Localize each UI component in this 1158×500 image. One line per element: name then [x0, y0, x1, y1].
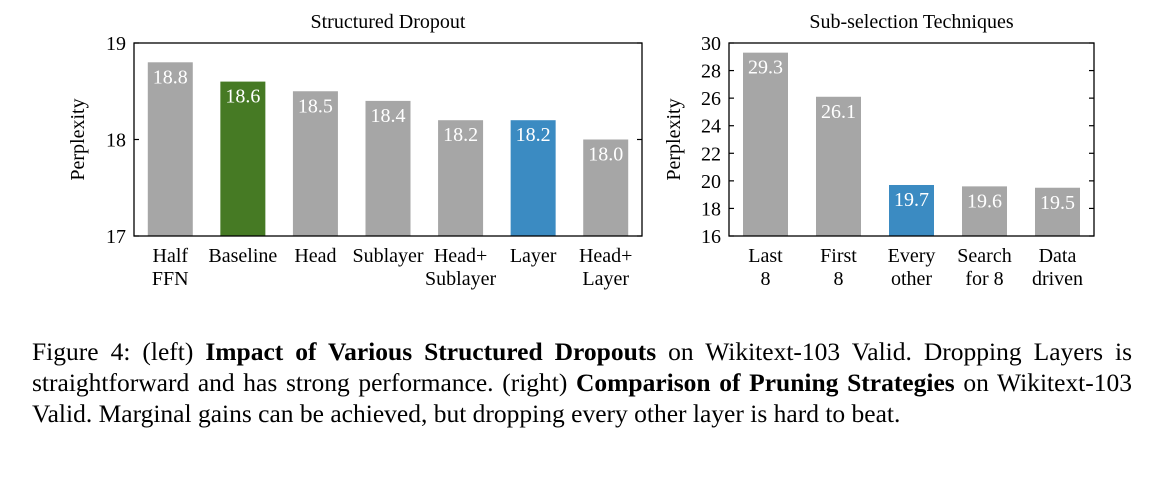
y-tick-label: 22 — [701, 143, 721, 165]
bar — [743, 52, 788, 237]
bar — [220, 81, 266, 236]
bar — [816, 96, 861, 236]
caption-label: Figure 4: (left) — [32, 337, 206, 366]
y-tick-label: 24 — [701, 116, 721, 138]
bar — [292, 91, 338, 236]
caption-bold-right: Comparison of Pruning Strategies — [576, 368, 955, 397]
x-tick-label: Baseline — [208, 245, 277, 267]
x-tick-label: 8 — [761, 268, 771, 290]
y-tick-label: 20 — [701, 171, 721, 193]
x-tick-label: Layer — [510, 245, 557, 267]
y-tick-label: 28 — [701, 61, 721, 83]
caption-text-right: on Wikitext-103 Valid. Marginal gains ca… — [32, 368, 1133, 428]
bar-value-label: 18.2 — [516, 124, 551, 146]
caption-bold-left: Impact of Various Structured Dropouts — [205, 337, 657, 366]
x-tick-label: Data — [1039, 245, 1077, 267]
plot-frame — [728, 42, 1095, 237]
y-tick-label: 18 — [106, 130, 126, 152]
bar — [583, 139, 629, 236]
y-tick-label: 18 — [701, 198, 721, 220]
x-tick-label: other — [891, 268, 932, 290]
bar-value-label: 18.0 — [588, 144, 623, 166]
x-tick-label: for 8 — [965, 268, 1003, 290]
bar-value-label: 18.5 — [298, 95, 333, 117]
bar-value-label: 18.8 — [153, 66, 188, 88]
sub-selection-chart: Sub-selection Techniques Perplexity 29.3 La… — [663, 11, 1095, 290]
x-tick-label: Search — [957, 245, 1011, 267]
bar-value-label: 18.6 — [225, 86, 260, 108]
y-tick-label: 19 — [106, 33, 126, 55]
chart-title: Structured Dropout — [311, 11, 466, 33]
caption-text-left: on Wikitext-103 Valid. Dropping Layers i… — [32, 337, 1132, 397]
x-tick-label: 8 — [834, 268, 844, 290]
x-tick-label: FFN — [152, 268, 189, 290]
bar — [438, 120, 484, 236]
bar-value-label: 18.4 — [371, 105, 406, 127]
bar-value-label: 26.1 — [821, 101, 856, 123]
x-tick-label: Head+ — [434, 245, 487, 267]
bar — [962, 186, 1007, 236]
x-tick-label: Head — [294, 245, 336, 267]
bar — [510, 120, 556, 236]
bar-value-label: 19.6 — [967, 190, 1002, 212]
y-tick-label: 30 — [701, 33, 721, 55]
bar-value-label: 19.5 — [1040, 192, 1075, 214]
x-tick-label: Half — [153, 245, 189, 267]
y-tick-label: 26 — [701, 88, 721, 110]
y-tick-label: 16 — [701, 226, 721, 248]
x-tick-label: Every — [888, 245, 936, 267]
bar-value-label: 29.3 — [748, 57, 783, 79]
bar-value-label: 19.7 — [894, 189, 929, 211]
x-tick-label: driven — [1032, 268, 1083, 290]
x-tick-label: First — [820, 245, 857, 267]
chart-title: Sub-selection Techniques — [809, 11, 1014, 33]
y-tick-label: 17 — [106, 226, 126, 248]
bar-value-label: 18.2 — [443, 124, 478, 146]
y-axis-label: Perplexity — [663, 98, 685, 180]
x-tick-label: Layer — [582, 268, 629, 290]
x-tick-label: Last — [748, 245, 783, 267]
y-axis-label: Perplexity — [67, 98, 89, 180]
x-tick-label: Sublayer — [425, 268, 496, 290]
bar — [1035, 187, 1080, 236]
bar — [889, 184, 934, 236]
x-tick-label: Sublayer — [352, 245, 423, 267]
bar — [147, 62, 193, 236]
x-tick-label: Head+ — [579, 245, 632, 267]
figure-caption: Figure 4: (left) Impact of Various Struc… — [32, 336, 1132, 429]
bar — [365, 100, 411, 237]
